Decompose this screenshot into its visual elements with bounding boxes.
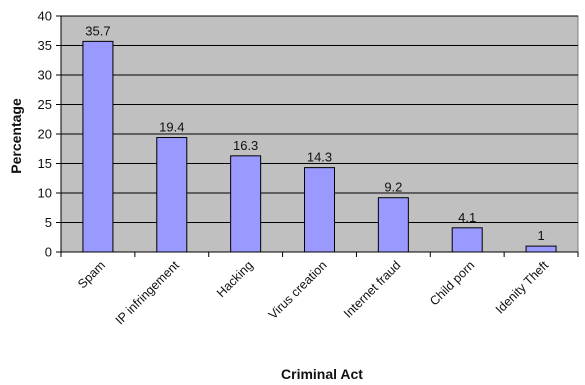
y-axis-ticks: 0 5 10 15 20 25 30 35 40 [38,9,579,260]
x-tick-label: Hacking [214,258,256,300]
bar [82,40,114,253]
gridlines [61,15,578,223]
x-tick-label: Child porn [427,258,477,308]
x-tick-label: Spam [75,258,108,291]
y-tick-label: 20 [38,127,52,142]
data-label: 16.3 [233,138,258,153]
x-tick-label: Internet fraud [341,258,404,321]
data-label: 35.7 [85,23,110,38]
y-tick-label: 30 [38,68,52,83]
x-tick-label: IP infringement [113,258,183,328]
y-tick-label: 35 [38,38,52,53]
data-label: 1 [537,228,544,243]
y-axis-title: Percentage [8,98,24,174]
y-tick-label: 25 [38,97,52,112]
bar [377,197,409,253]
x-axis-title: Criminal Act [281,366,363,382]
y-tick-label: 40 [38,9,52,24]
data-label: 14.3 [307,150,332,165]
bar [451,227,483,253]
y-tick-label: 15 [38,156,52,171]
data-label: 9.2 [384,180,402,195]
data-label: 4.1 [458,210,476,225]
value-labels: 35.7 19.4 16.3 14.3 9.2 4.1 1 [85,23,544,243]
y-tick-label: 5 [45,215,52,230]
y-tick-label: 10 [38,186,52,201]
y-tick-label: 0 [45,245,52,260]
category-labels: Spam IP infringement Hacking Virus creation… [75,258,552,328]
bar [230,155,262,253]
x-tick-label: Virus creation [266,258,330,322]
bars [82,40,557,253]
x-tick-label: Idenity Theft [493,258,552,317]
bar [304,167,335,253]
bar [525,245,557,253]
bar [156,137,188,253]
data-label: 19.4 [159,120,184,135]
